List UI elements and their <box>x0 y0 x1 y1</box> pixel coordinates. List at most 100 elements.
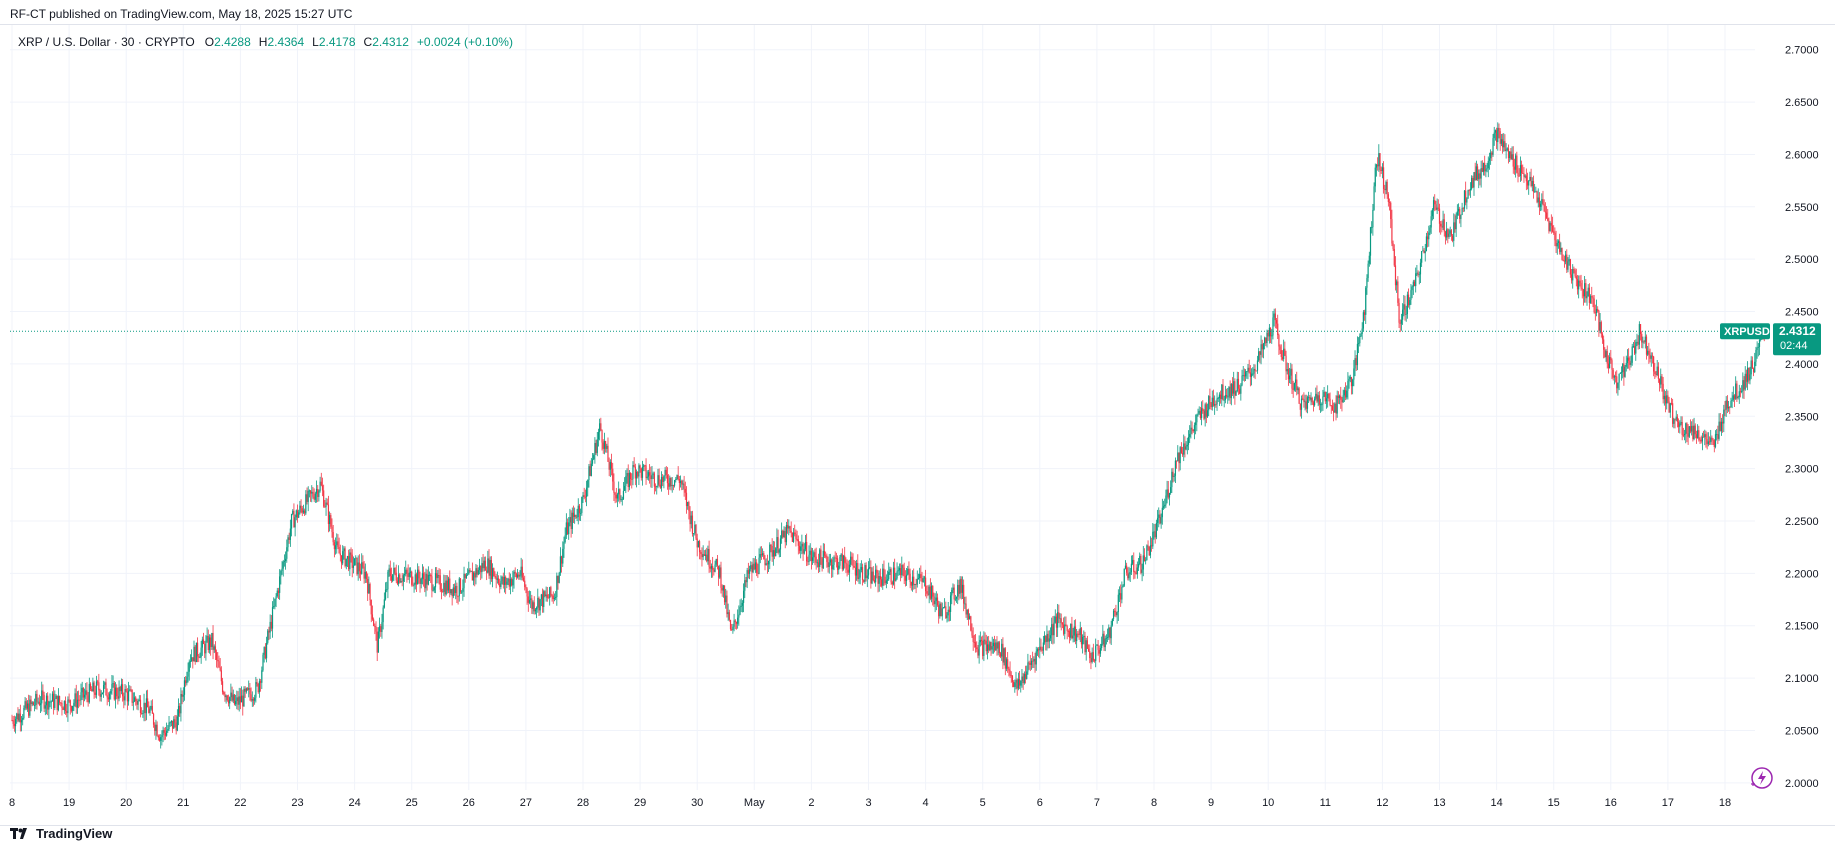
candle-body <box>1669 403 1671 413</box>
candle-body <box>1604 349 1606 357</box>
candle-body <box>503 576 506 585</box>
candle-body <box>176 716 178 731</box>
candle-body <box>1354 358 1356 369</box>
publish-line: RF-CT published on TradingView.com, May … <box>10 7 353 21</box>
candle-body <box>1638 324 1640 345</box>
candle-body <box>536 607 538 610</box>
candle-body <box>1133 559 1135 573</box>
candle-body <box>1519 165 1521 177</box>
legend-open-value: 2.4288 <box>214 35 251 49</box>
candle-body <box>713 569 715 572</box>
candle-body <box>1601 333 1604 340</box>
candle-body <box>111 683 113 692</box>
candle-body <box>486 570 488 573</box>
candle-body <box>1492 138 1494 155</box>
candle-body <box>1603 339 1605 350</box>
candle-body <box>741 602 744 606</box>
candle-body <box>1564 254 1567 262</box>
candle-body <box>1559 241 1561 252</box>
candle-body <box>1258 351 1260 361</box>
candle-body <box>1346 390 1348 398</box>
candle-body <box>1241 375 1243 386</box>
candle-body <box>826 555 828 563</box>
candle-body <box>83 694 86 698</box>
candle-body <box>1001 643 1003 657</box>
candle-body <box>1523 173 1525 177</box>
candle-body <box>1109 627 1111 639</box>
candle-body <box>133 697 136 702</box>
candle-body <box>1060 618 1062 623</box>
candle-body <box>930 585 933 599</box>
candle-body <box>1415 273 1417 287</box>
candle-body <box>806 541 808 562</box>
candlestick-chart[interactable]: 2.70002.65002.60002.55002.50002.45002.40… <box>0 25 1835 825</box>
candle-body <box>1378 153 1380 167</box>
candle-body <box>845 562 847 564</box>
candle-body <box>447 578 450 591</box>
candle-body <box>1153 531 1155 533</box>
candle-body <box>985 640 987 652</box>
candle-body <box>909 573 911 583</box>
candle-body <box>605 440 607 449</box>
candle-body <box>168 722 170 729</box>
candle-body <box>1503 141 1505 148</box>
candle-body <box>251 699 253 701</box>
candle-body <box>324 506 326 508</box>
candle-body <box>1493 132 1495 139</box>
candle-body <box>132 701 134 703</box>
candle-body <box>364 571 366 579</box>
candle-body <box>193 646 195 662</box>
candle-body <box>19 713 21 723</box>
chart-frame[interactable]: 2.7000 2.6500 2.6000 2.5500 2.5000 2.4500 2.40… <box>0 24 1835 826</box>
candle-body <box>323 490 325 507</box>
candle-body <box>47 695 49 710</box>
lightning-icon[interactable] <box>1748 764 1776 797</box>
candle-body <box>521 566 523 578</box>
candle-body <box>26 703 29 709</box>
candle-body <box>1648 350 1650 355</box>
candle-body <box>1385 181 1387 191</box>
candle-body <box>958 584 960 594</box>
candle-body <box>969 616 971 620</box>
candle-body <box>1079 628 1081 635</box>
candle-body <box>683 483 685 489</box>
candle-body <box>654 486 657 488</box>
candle-body <box>747 570 749 574</box>
candle-body <box>1018 679 1021 686</box>
tradingview-logo[interactable]: TradingView <box>10 826 112 841</box>
candle-body <box>169 722 171 724</box>
candle-body <box>249 688 251 695</box>
candle-body <box>1127 572 1129 579</box>
candle-body <box>911 576 914 586</box>
candle-body <box>1373 186 1375 210</box>
candle-body <box>1361 328 1363 334</box>
candle-body <box>1302 398 1304 400</box>
candle-body <box>1333 410 1335 413</box>
candle-body <box>422 573 425 580</box>
candle-body <box>257 683 259 693</box>
candle-body <box>1597 308 1599 312</box>
candle-body <box>464 573 466 579</box>
candle-body <box>1441 226 1443 228</box>
candle-body <box>1619 372 1621 374</box>
candle-body <box>1435 204 1437 210</box>
candle-body <box>494 576 496 577</box>
candle-body <box>344 548 346 567</box>
candle-body <box>1731 399 1733 402</box>
candle-body <box>1066 626 1068 632</box>
candle-body <box>858 577 860 579</box>
candle-body <box>1717 434 1719 439</box>
candle-body <box>440 589 443 592</box>
candle-body <box>1310 397 1312 400</box>
candle-body <box>597 432 600 440</box>
candle-body <box>901 565 903 576</box>
candle-body <box>1269 327 1272 337</box>
candle-body <box>1594 312 1596 314</box>
candle-body <box>1693 425 1695 440</box>
candle-body <box>1586 296 1588 299</box>
candle-body <box>452 587 454 597</box>
candle-body <box>1177 452 1179 462</box>
candle-body <box>925 577 927 592</box>
candle-body <box>703 554 705 556</box>
candle-body <box>1093 660 1096 662</box>
